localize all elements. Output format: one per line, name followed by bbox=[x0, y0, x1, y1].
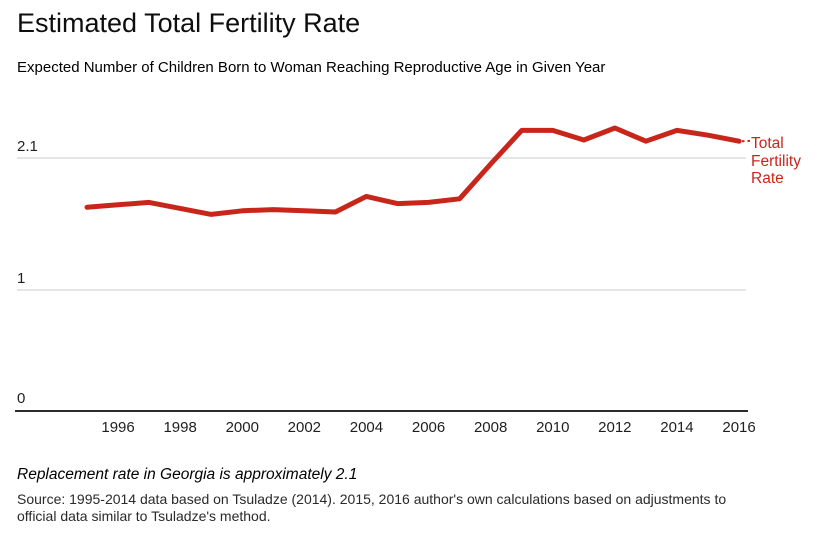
fertility-line-chart bbox=[15, 125, 754, 412]
x-tick-label: 2002 bbox=[287, 419, 322, 436]
series-legend-label: Total Fertility Rate bbox=[751, 135, 801, 187]
x-tick-label: 2006 bbox=[411, 419, 446, 436]
y-tick-label: 0 bbox=[17, 390, 26, 407]
legend-connector-dash bbox=[741, 139, 754, 143]
x-tick-label: 2008 bbox=[473, 419, 508, 436]
y-tick-label: 2.1 bbox=[17, 138, 38, 155]
x-tick-label: 2016 bbox=[722, 419, 756, 436]
chart-title: Estimated Total Fertility Rate bbox=[17, 8, 361, 38]
x-tick-label: 2014 bbox=[660, 419, 694, 436]
chart-subtitle: Expected Number of Children Born to Woma… bbox=[17, 59, 606, 76]
x-tick-label: 2004 bbox=[349, 419, 384, 436]
x-tick-label: 2012 bbox=[598, 419, 632, 436]
x-tick-label: 1998 bbox=[163, 419, 197, 436]
replacement-rate-note: Replacement rate in Georgia is approxima… bbox=[17, 466, 358, 483]
x-tick-label: 2010 bbox=[536, 419, 570, 436]
x-tick-label: 1996 bbox=[101, 419, 135, 436]
source-note: Source: 1995-2014 data based on Tsuladze… bbox=[17, 491, 727, 524]
total-fertility-rate-line bbox=[84, 125, 742, 217]
x-tick-label: 2000 bbox=[225, 419, 259, 436]
y-tick-label: 1 bbox=[17, 270, 26, 287]
